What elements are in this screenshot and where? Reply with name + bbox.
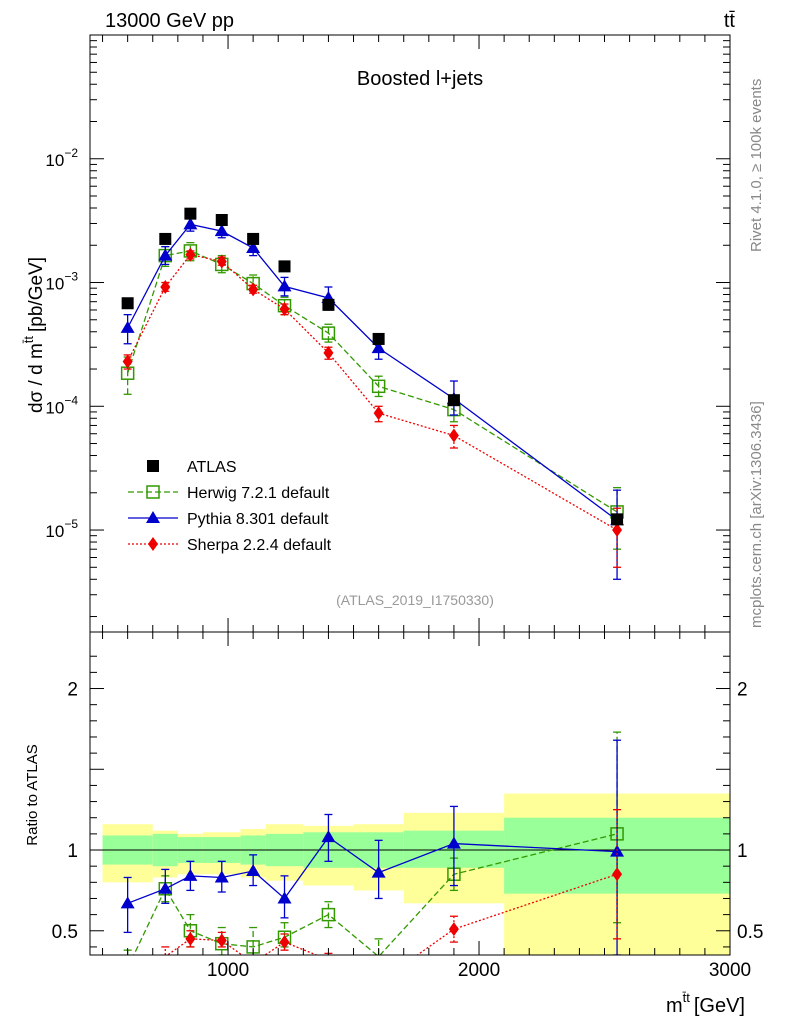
main-atlas-point	[322, 298, 335, 311]
ratio-pythia-point	[246, 864, 261, 877]
ratio-ytick-label: 2	[67, 680, 78, 701]
ratio-pythia-line	[127, 836, 618, 904]
legend-marker	[148, 537, 158, 551]
main-ylabel-sup: t̄t	[21, 336, 36, 344]
ratio-pythia-point	[183, 868, 198, 881]
main-ylabel-unit: [pb/GeV]	[26, 257, 47, 332]
main-atlas-point	[372, 332, 385, 345]
ratio-pythia-point	[321, 830, 336, 843]
ratio-panel: 0.5 0.5 1 1 2 2 1000 2000 3000 Ratio to ATLAS m…	[24, 631, 763, 1017]
main-pythia-point	[183, 217, 198, 230]
main-ylabel: dσ / d mt̄t [pb/GeV]	[21, 257, 47, 413]
legend-label: Sherpa 2.2.4 default	[187, 537, 332, 554]
rivet-version-label: Rivet 4.1.0, ≥ 100k events	[748, 79, 765, 252]
ratio-sherpa-point	[279, 935, 290, 950]
main-ytick-label: 10−3	[45, 270, 78, 294]
main-ytick-label: 10−2	[45, 146, 78, 170]
main-pythia-point	[158, 248, 173, 261]
ratio-xlabel-sup: t̄t	[682, 990, 690, 1005]
main-atlas-point	[247, 232, 260, 245]
main-atlas-point	[278, 260, 291, 273]
main-sherpa-point	[279, 302, 290, 317]
mcplots-label: mcplots.cern.ch [arXiv:1306.3436]	[748, 401, 765, 628]
main-atlas-point	[159, 232, 172, 245]
ratio-ytick-label: 1	[67, 841, 78, 862]
legend-marker	[147, 460, 159, 472]
main-herwig-point	[321, 326, 336, 340]
main-sherpa-point	[323, 345, 334, 360]
main-sherpa-point	[373, 406, 384, 421]
ratio-xlabel-text: m	[666, 995, 683, 1017]
ratio-sherpa-point	[216, 933, 227, 948]
main-sherpa-point	[216, 254, 227, 269]
main-pythia-point	[214, 224, 229, 237]
legend-marker	[146, 485, 160, 499]
main-sherpa-point	[248, 282, 259, 297]
main-pythia-line	[127, 223, 618, 521]
main-pythia-point	[246, 241, 261, 254]
main-atlas-point	[611, 513, 624, 526]
main-atlas-point	[215, 214, 228, 227]
ratio-pythia-point	[446, 836, 461, 849]
main-title: Boosted l+jets	[357, 68, 483, 90]
main-sherpa-line	[127, 253, 618, 531]
ratio-xtick-label: 3000	[709, 960, 751, 981]
main-atlas-point	[447, 394, 460, 407]
ratio-sherpa-point	[612, 867, 623, 882]
ratio-ytick-label-right: 1	[737, 841, 748, 862]
ratio-herwig-line	[133, 833, 618, 955]
svg-text:dσ / d mt̄t[pb/GeV]: dσ / d mt̄t [pb/GeV]	[21, 257, 47, 413]
main-pythia-point	[277, 279, 292, 292]
ratio-frame	[89, 631, 731, 956]
ratio-ytick-label-right: 0.5	[737, 922, 763, 943]
legend-label: Pythia 8.301 default	[187, 511, 329, 528]
main-atlas-point	[121, 297, 134, 310]
main-sherpa-point	[160, 279, 171, 294]
ratio-pythia-point	[277, 891, 292, 904]
main-sherpa-point	[448, 428, 459, 443]
main-sherpa-point	[122, 354, 133, 369]
ratio-xlabel-unit: [GeV]	[694, 995, 745, 1017]
main-herwig-line	[127, 250, 618, 513]
ratio-pythia-point	[371, 865, 386, 878]
legend-label: ATLAS	[187, 459, 237, 476]
main-ylabel-text: dσ / d m	[26, 343, 47, 413]
ratio-pythia-point	[214, 870, 229, 883]
main-sherpa-point	[185, 247, 196, 262]
main-ytick-label: 10−5	[45, 517, 78, 541]
ratio-xtick-label: 2000	[458, 960, 500, 981]
main-panel: Boosted l+jets (ATLAS_2019_I1750330) 10−…	[21, 34, 731, 633]
ratio-herwig-point	[321, 907, 336, 922]
header-energy: 13000 GeV pp	[105, 10, 234, 32]
ratio-pythia-point	[158, 881, 173, 894]
main-pythia-point	[371, 341, 386, 354]
main-frame	[89, 34, 731, 633]
ratio-series-group	[120, 731, 625, 955]
main-herwig-point	[371, 379, 386, 394]
legend: ATLAS Herwig 7.2.1 default Pythia 8.301 de…	[128, 459, 332, 554]
ratio-xlabel: mt̄t [GeV]	[666, 990, 745, 1017]
ratio-ytick-label: 0.5	[52, 922, 78, 943]
analysis-id-label: (ATLAS_2019_I1750330)	[336, 592, 494, 608]
ratio-xtick-label: 1000	[207, 960, 249, 981]
main-ytick-label: 10−4	[45, 393, 78, 417]
main-pythia-point	[120, 320, 135, 333]
ratio-ylabel: Ratio to ATLAS	[24, 744, 41, 845]
legend-marker	[146, 511, 160, 523]
ratio-sherpa-line	[166, 873, 618, 955]
ratio-ytick-label-right: 2	[737, 680, 748, 701]
main-sherpa-point	[612, 523, 623, 538]
main-atlas-point	[184, 207, 197, 220]
header-process: tt̄	[724, 10, 736, 32]
ratio-sherpa-point	[185, 931, 196, 946]
ratio-sherpa-point	[448, 922, 459, 937]
legend-label: Herwig 7.2.1 default	[187, 485, 330, 502]
ratio-pythia-point	[120, 896, 135, 909]
